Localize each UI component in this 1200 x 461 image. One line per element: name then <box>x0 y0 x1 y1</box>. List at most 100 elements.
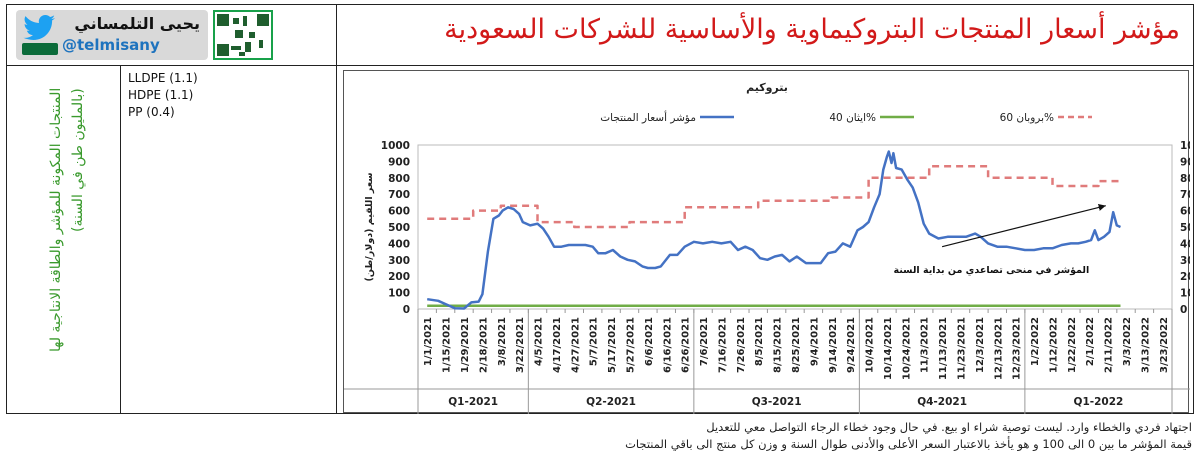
legend-label: مؤشر أسعار المنتجات <box>600 110 696 124</box>
y2-tick-label: 10 <box>1180 288 1190 300</box>
y-tick-label: 400 <box>388 238 410 250</box>
y-axis-label: سعر اللقيم (دولار/طن) <box>364 172 375 281</box>
sidebar-label: المنتجات المكونة للمؤشر والطاقة الانتاجي… <box>48 88 86 353</box>
qr-module <box>243 16 247 26</box>
x-tick-label: 10/14/2021 <box>883 317 894 380</box>
x-tick-label: 1/1/2021 <box>423 317 434 366</box>
quarter-label: Q4-2021 <box>917 396 967 408</box>
chart-divider <box>336 4 337 414</box>
y2-tick-label: 70 <box>1180 189 1190 201</box>
qr-module <box>217 14 229 26</box>
qr-module <box>245 42 251 52</box>
y2-tick-label: 60 <box>1180 206 1190 218</box>
y2-tick-label: 30 <box>1180 255 1190 267</box>
x-tick-label: 4/17/2021 <box>552 317 563 373</box>
header-divider <box>6 65 1194 66</box>
outer-frame <box>6 4 1194 414</box>
x-tick-label: 3/23/2022 <box>1159 317 1170 373</box>
x-tick-label: 2/11/2022 <box>1104 317 1115 373</box>
y2-tick-label: 100 <box>1180 140 1190 152</box>
y-tick-label: 800 <box>388 173 410 185</box>
quarter-label: Q1-2022 <box>1074 396 1124 408</box>
x-tick-label: 1/12/2022 <box>1048 317 1059 373</box>
x-tick-label: 3/3/2022 <box>1122 317 1133 366</box>
x-tick-label: 8/5/2021 <box>754 317 765 366</box>
y2-tick-label: 80 <box>1180 173 1190 185</box>
y-tick-label: 500 <box>388 222 410 234</box>
footer-disclaimer: اجتهاد فردي والخطاء وارد. ليست توصية شرا… <box>706 420 1192 434</box>
x-tick-label: 9/24/2021 <box>846 317 857 373</box>
saudi-flag-icon <box>22 43 58 55</box>
x-tick-label: 12/13/2021 <box>993 317 1004 380</box>
x-tick-label: 6/6/2021 <box>644 317 655 366</box>
qr-module <box>217 44 229 56</box>
plot-area <box>417 144 1173 310</box>
footer-method: قيمة المؤشر ما بين 0 الى 100 و هو يأخذ ب… <box>625 437 1192 451</box>
qr-module <box>239 52 245 56</box>
qr-module <box>249 32 255 38</box>
x-tick-label: 10/24/2021 <box>901 317 912 380</box>
legend-label: ايثان 40% <box>829 112 876 124</box>
page-title: مؤشر أسعار المنتجات البتروكيماوية والأسا… <box>444 14 1180 45</box>
series-line-propane <box>427 165 1121 229</box>
x-tick-label: 7/6/2021 <box>699 317 710 366</box>
product-item: HDPE (1.1) <box>128 88 194 102</box>
y-tick-label: 1000 <box>381 140 410 152</box>
x-tick-label: 11/13/2021 <box>938 317 949 380</box>
x-tick-label: 9/4/2021 <box>809 317 820 366</box>
x-tick-label: 2/1/2022 <box>1085 317 1096 366</box>
series-line-index <box>427 150 1121 310</box>
x-tick-label: 11/23/2021 <box>957 317 968 380</box>
y-tick-label: 700 <box>388 189 410 201</box>
x-tick-label: 4/27/2021 <box>570 317 581 373</box>
y-tick-label: 200 <box>388 271 410 283</box>
chart-title: بتروكيم <box>746 81 788 94</box>
x-tick-label: 3/22/2021 <box>515 317 526 373</box>
x-tick-label: 1/15/2021 <box>442 317 453 373</box>
qr-module <box>233 18 239 24</box>
legend-label: بروبان 60% <box>1000 112 1054 124</box>
qr-code-icon[interactable] <box>213 10 273 60</box>
y2-tick-label: 40 <box>1180 238 1190 250</box>
y2-tick-label: 50 <box>1180 222 1190 234</box>
brand-handle[interactable]: @telmisany <box>62 36 160 54</box>
brand-name-arabic: يحيى التلمساني <box>74 14 200 33</box>
product-item: LLDPE (1.1) <box>128 71 198 85</box>
quarter-label: Q1-2021 <box>448 396 498 408</box>
quarter-label: Q3-2021 <box>752 396 802 408</box>
sidebar-label-wrap: المنتجات المكونة للمؤشر والطاقة الانتاجي… <box>45 88 115 388</box>
product-item: PP (0.4) <box>128 105 175 119</box>
x-tick-label: 1/2/2022 <box>1030 317 1041 366</box>
x-tick-label: 3/8/2021 <box>497 317 508 366</box>
x-tick-label: 12/23/2021 <box>1012 317 1023 380</box>
x-tick-label: 3/13/2022 <box>1140 317 1151 373</box>
y2-tick-label: 90 <box>1180 156 1190 168</box>
x-tick-label: 6/16/2021 <box>662 317 673 373</box>
quarter-label: Q2-2021 <box>586 396 636 408</box>
x-tick-label: 8/25/2021 <box>791 317 802 373</box>
qr-module <box>235 30 243 38</box>
x-tick-label: 10/4/2021 <box>865 317 876 373</box>
sidebar-divider <box>120 65 121 414</box>
x-tick-label: 5/7/2021 <box>589 317 600 366</box>
y2-tick-label: 0 <box>1180 304 1187 316</box>
qr-module <box>231 46 241 50</box>
qr-module <box>259 40 263 48</box>
x-tick-label: 6/26/2021 <box>681 317 692 373</box>
brand-badge[interactable]: يحيى التلمساني @telmisany <box>16 10 208 60</box>
price-index-chart: بتروكيم بروبان 60% ايثان 40% مؤشر أسعار الم… <box>344 81 1200 414</box>
product-list: LLDPE (1.1) HDPE (1.1) PP (0.4) <box>128 70 198 121</box>
annotation-text: المؤشر في منحى تصاعدي من بداية السنة <box>894 265 1090 276</box>
x-tick-label: 4/5/2021 <box>534 317 545 366</box>
y-tick-label: 900 <box>388 156 410 168</box>
chart-container: بتروكيم بروبان 60% ايثان 40% مؤشر أسعار الم… <box>343 70 1200 414</box>
y-tick-label: 600 <box>388 206 410 218</box>
twitter-bird-icon <box>23 15 55 40</box>
x-tick-label: 1/22/2022 <box>1067 317 1078 373</box>
y-tick-label: 0 <box>403 304 410 316</box>
x-tick-label: 5/17/2021 <box>607 317 618 373</box>
x-tick-label: 7/16/2021 <box>717 317 728 373</box>
x-tick-label: 2/18/2021 <box>478 317 489 373</box>
y-tick-label: 300 <box>388 255 410 267</box>
x-tick-label: 9/14/2021 <box>828 317 839 373</box>
